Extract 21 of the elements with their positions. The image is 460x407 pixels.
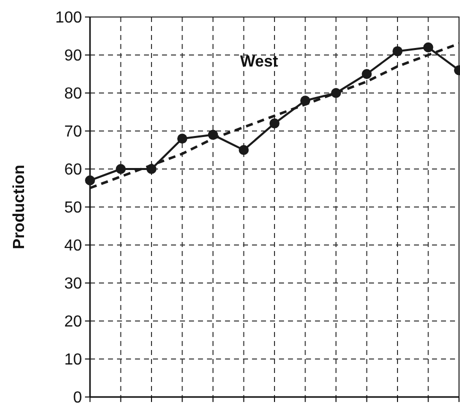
y-tick-label: 100 bbox=[55, 10, 82, 27]
y-tick-label: 80 bbox=[64, 86, 82, 103]
y-tick-label: 20 bbox=[64, 314, 82, 331]
y-tick-label: 10 bbox=[64, 352, 82, 369]
point bbox=[270, 118, 280, 128]
point bbox=[392, 46, 402, 56]
point bbox=[423, 42, 434, 52]
y-axis-title: Production bbox=[11, 164, 28, 250]
point bbox=[177, 134, 188, 144]
y-tick-label: 70 bbox=[64, 124, 82, 141]
text: West bbox=[240, 54, 279, 71]
point bbox=[362, 69, 372, 79]
y-tick-label: 40 bbox=[64, 238, 82, 255]
y-tick-label: 0 bbox=[73, 390, 82, 407]
y-tick-label: 50 bbox=[64, 200, 82, 217]
y-tick-label: 90 bbox=[64, 48, 82, 65]
y-tick-label: 30 bbox=[64, 276, 82, 293]
point bbox=[238, 145, 249, 155]
y-tick-label: 60 bbox=[64, 162, 82, 179]
point bbox=[116, 164, 126, 174]
point bbox=[85, 175, 95, 186]
